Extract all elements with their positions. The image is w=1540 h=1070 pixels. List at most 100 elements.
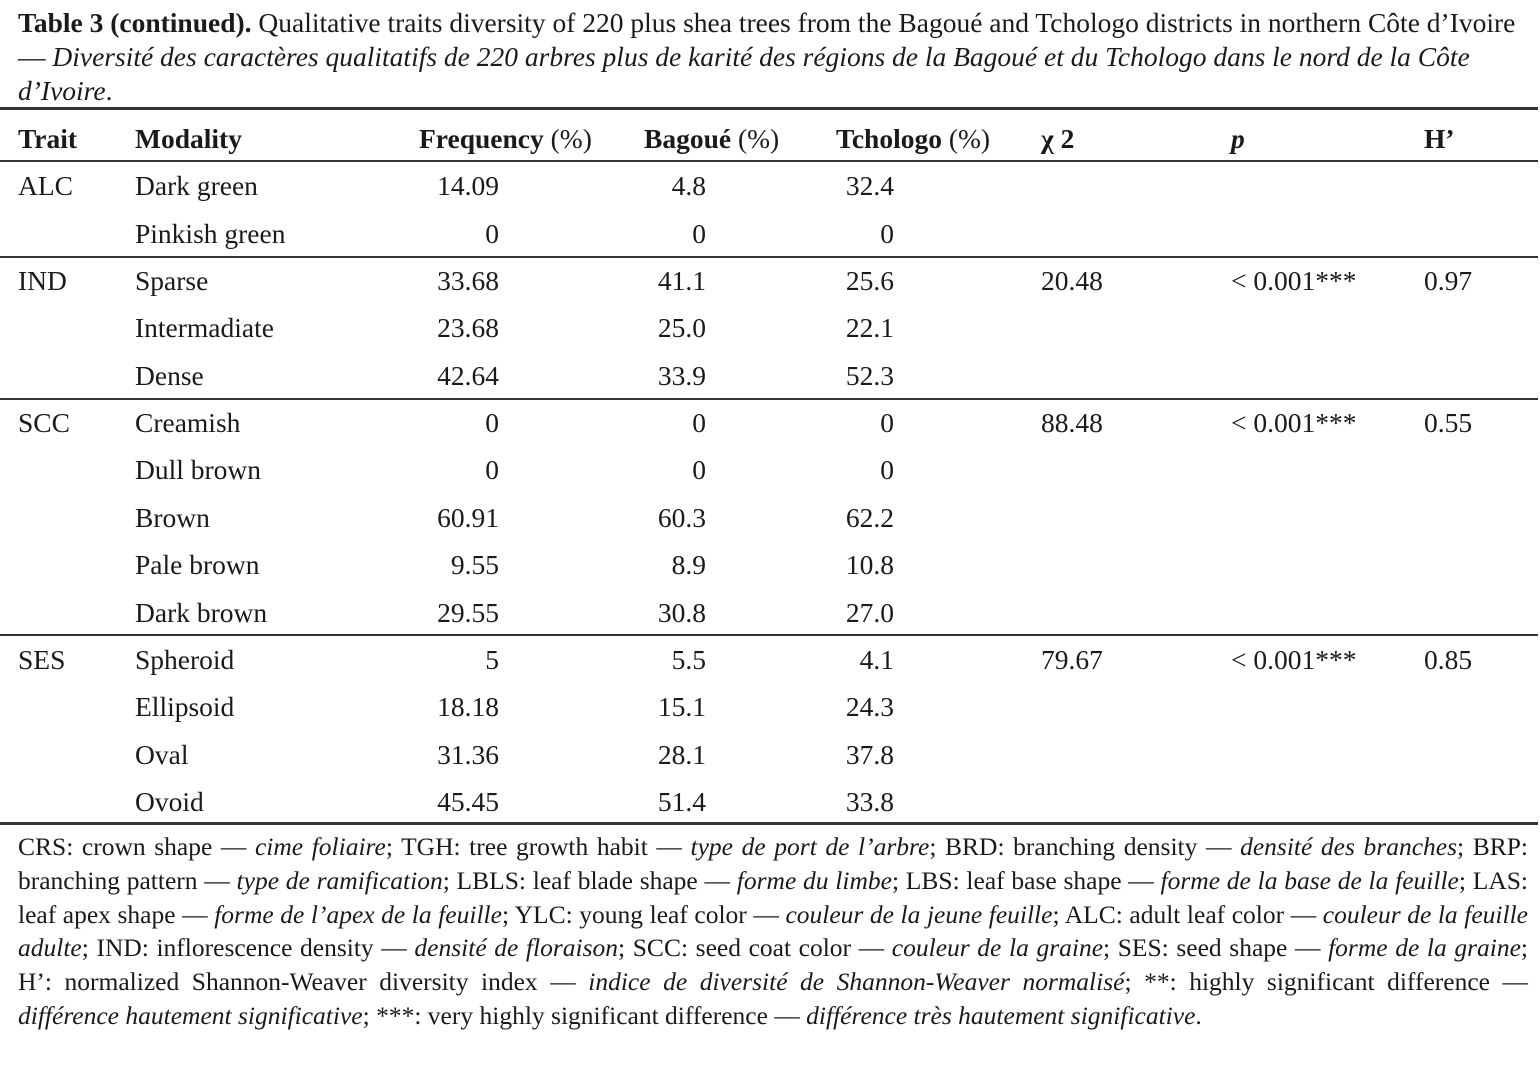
- cell-frequency: 9.55: [450, 549, 499, 580]
- footnote-segment: ; IND: inflorescence density —: [81, 933, 415, 963]
- cell-tchologo: 27.0: [845, 597, 894, 628]
- cell-trait: SCC: [18, 407, 70, 438]
- cell-tchologo: 0: [880, 218, 894, 249]
- header-frequency: Frequency (%): [419, 122, 592, 156]
- cell-trait: IND: [18, 265, 67, 296]
- cell-bagoue: 4.8: [671, 170, 706, 201]
- header-frequency-unit: (%): [543, 123, 592, 154]
- cell-chi2: 20.48: [1041, 265, 1103, 296]
- cell-modality: Brown: [135, 502, 210, 533]
- footnote-segment: couleur de la feuille adulte: [18, 899, 1528, 963]
- footnote-segment: couleur de la jeune feuille: [785, 899, 1053, 929]
- cell-modality: Pinkish green: [135, 218, 286, 249]
- cell-h: 0.55: [1424, 407, 1473, 438]
- footnote-segment: indice de diversité de Shannon-Weaver no…: [588, 967, 1125, 997]
- header-bagoue-label: Bagoué: [644, 123, 732, 154]
- cell-chi2: 79.67: [1041, 644, 1103, 675]
- cell-bagoue: 0: [692, 218, 706, 249]
- group-rule-scc: [0, 398, 1538, 400]
- table-top-rule: [0, 107, 1538, 110]
- footnote-segment: forme de la base de la feuille: [1160, 865, 1459, 895]
- header-tchologo-unit: (%): [941, 123, 991, 154]
- table-footnote: CRS: crown shape — cime foliaire; TGH: t…: [18, 830, 1528, 1033]
- cell-modality: Creamish: [135, 407, 241, 438]
- cell-frequency: 31.36: [437, 739, 499, 770]
- cell-bagoue: 0: [692, 407, 706, 438]
- footnote-segment: ; SCC: seed coat color —: [618, 933, 892, 963]
- footnote-segment: CRS: crown shape —: [18, 832, 255, 861]
- footnote-segment: ; LBS: leaf base shape —: [891, 865, 1161, 895]
- header-rule: [0, 160, 1538, 162]
- footnote-segment: ; ***: very highly significant differenc…: [362, 1000, 807, 1030]
- cell-tchologo: 62.2: [845, 502, 894, 533]
- cell-p: < 0.001***: [1231, 644, 1357, 675]
- header-tchologo: Tchologo (%): [836, 122, 990, 156]
- footnote-segment: forme du limbe: [736, 865, 892, 895]
- caption-end: .: [105, 75, 113, 106]
- cell-tchologo: 32.4: [845, 170, 894, 201]
- cell-frequency: 0: [485, 454, 499, 485]
- header-bagoue: Bagoué (%): [644, 122, 779, 156]
- footnote-segment: cime foliaire: [254, 832, 386, 861]
- header-bagoue-unit: (%): [731, 123, 780, 154]
- footnote-segment: ; YLC: young leaf color —: [501, 899, 786, 929]
- cell-frequency: 60.91: [437, 502, 499, 533]
- cell-modality: Sparse: [135, 265, 209, 296]
- cell-tchologo: 10.8: [845, 549, 894, 580]
- footnote-segment: forme de la graine: [1328, 933, 1521, 963]
- cell-tchologo: 52.3: [845, 360, 894, 391]
- cell-frequency: 0: [485, 407, 499, 438]
- cell-tchologo: 37.8: [845, 739, 894, 770]
- cell-trait: ALC: [18, 170, 73, 201]
- header-modality: Modality: [135, 123, 242, 154]
- cell-bagoue: 51.4: [657, 786, 706, 817]
- group-rule-ses: [0, 634, 1538, 636]
- caption-english: Qualitative traits diversity of 220 plus…: [18, 7, 1516, 72]
- footnote-segment: ; LAS: leaf apex shape —: [18, 865, 1528, 929]
- header-p: p: [1231, 123, 1245, 154]
- cell-frequency: 45.45: [437, 786, 499, 817]
- cell-chi2: 88.48: [1041, 407, 1103, 438]
- cell-bagoue: 41.1: [657, 265, 706, 296]
- cell-bagoue: 25.0: [657, 312, 706, 343]
- cell-frequency: 29.55: [437, 597, 499, 628]
- cell-modality: Dark brown: [135, 597, 268, 628]
- footnote-segment: type de port de l’arbre: [690, 832, 930, 861]
- footnote-segment: densité de floraison: [414, 933, 619, 963]
- cell-tchologo: 0: [880, 454, 894, 485]
- footnote-segment: ; BRP: branching pattern —: [18, 832, 1528, 895]
- cell-bagoue: 28.1: [657, 739, 706, 770]
- cell-bagoue: 33.9: [657, 360, 706, 391]
- footnote-segment: différence très hautement significative: [806, 1000, 1196, 1030]
- header-chi2: χ 2: [1041, 123, 1075, 154]
- cell-bagoue: 15.1: [657, 691, 706, 722]
- cell-bagoue: 60.3: [657, 502, 706, 533]
- cell-modality: Dark green: [135, 170, 258, 201]
- cell-frequency: 18.18: [437, 691, 499, 722]
- cell-bagoue: 5.5: [671, 644, 706, 675]
- footnote-segment: ; TGH: tree growth habit —: [385, 832, 691, 861]
- cell-frequency: 14.09: [437, 170, 499, 201]
- table-bottom-rule: [0, 822, 1538, 825]
- footnote-segment: .: [1195, 1000, 1202, 1030]
- footnote-segment: couleur de la graine: [891, 933, 1104, 963]
- cell-tchologo: 4.1: [859, 644, 894, 675]
- table-caption: Table 3 (continued). Qualitative traits …: [18, 6, 1528, 108]
- cell-h: 0.97: [1424, 265, 1473, 296]
- header-h: H’: [1424, 123, 1455, 154]
- cell-modality: Oval: [135, 739, 189, 770]
- cell-modality: Intermadiate: [135, 312, 274, 343]
- footnote-segment: ; LBLS: leaf blade shape —: [442, 865, 737, 895]
- cell-modality: Ellipsoid: [135, 691, 235, 722]
- cell-tchologo: 25.6: [845, 265, 894, 296]
- cell-frequency: 0: [485, 218, 499, 249]
- cell-h: 0.85: [1424, 644, 1473, 675]
- footnote-segment: ; SES: seed shape —: [1103, 933, 1329, 963]
- cell-modality: Pale brown: [135, 549, 260, 580]
- cell-modality: Dense: [135, 360, 204, 391]
- cell-modality: Dull brown: [135, 454, 262, 485]
- footnote-segment: type de ramification: [236, 865, 443, 895]
- cell-tchologo: 22.1: [845, 312, 894, 343]
- caption-french: Diversité des caractères qualitatifs de …: [18, 41, 1470, 106]
